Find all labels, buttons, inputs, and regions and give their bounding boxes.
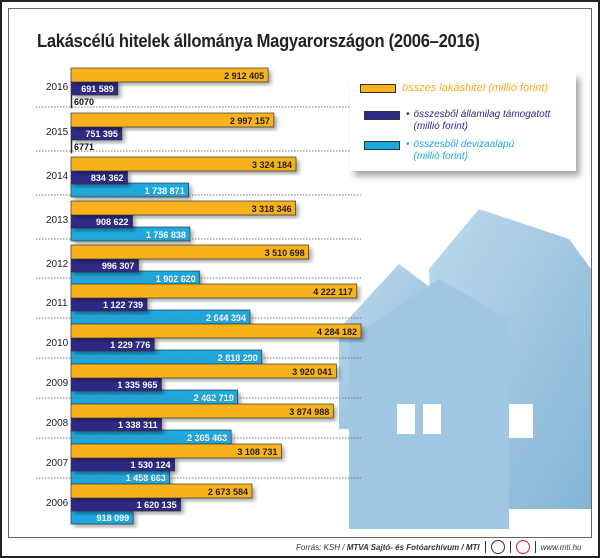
year-label: 2016 (46, 82, 69, 93)
data-label: 2 673 584 (208, 487, 248, 497)
chart-panel: 2016 6070 691 589 2 912 405 2015 6771 751 395 2… (8, 8, 592, 538)
legend-swatch-orange (360, 84, 396, 93)
data-label: 1 335 965 (117, 380, 157, 390)
bar-total (70, 323, 362, 339)
divider (484, 541, 486, 553)
data-label: 3 510 698 (265, 248, 305, 258)
year-label: 2007 (46, 458, 69, 469)
data-label: 908 622 (96, 217, 129, 227)
year-label: 2010 (46, 338, 69, 349)
legend-label-total: összes lakáshitel (millió forint) (402, 82, 549, 94)
data-label: 3 108 731 (237, 447, 277, 457)
bar-fx (70, 138, 73, 154)
data-label: 1 902 620 (156, 274, 196, 284)
bar-fx (70, 93, 73, 109)
mtva-logo-icon (490, 540, 505, 554)
data-label: 918 099 (97, 513, 130, 523)
data-label: 3 324 184 (252, 160, 292, 170)
year-label: 2011 (46, 298, 68, 309)
source-text: Forrás: KSH / MTVA Sajtó- és Fotóarchívu… (296, 542, 480, 552)
data-label: 1 738 871 (145, 186, 185, 196)
data-label: 3 874 988 (289, 407, 329, 417)
divider (534, 541, 536, 553)
year-label: 2008 (46, 418, 69, 429)
data-label: 6771 (74, 142, 94, 152)
data-label: 996 307 (102, 261, 135, 271)
bar-total (70, 67, 269, 83)
legend-item-total: összes lakáshitel (millió forint) (360, 82, 548, 94)
bar-total (70, 283, 358, 299)
bar-total (70, 244, 309, 260)
data-label: 1 620 135 (137, 500, 177, 510)
legend: összes lakáshitel (millió forint) • össz… (350, 73, 576, 171)
footer: Forrás: KSH / MTVA Sajtó- és Fotóarchívu… (296, 540, 594, 554)
data-label: 2 997 157 (230, 116, 270, 126)
year-label: 2015 (46, 127, 69, 138)
legend-bullet: • (406, 109, 410, 120)
data-label: 3 318 346 (252, 204, 292, 214)
bar-total (70, 483, 253, 499)
data-label: 834 362 (91, 173, 124, 183)
divider (509, 541, 511, 553)
legend-label-fx: összesből devizaalapú (millió forint) (413, 139, 515, 162)
bar-total (70, 403, 334, 419)
data-label: 1 458 663 (126, 473, 166, 483)
legend-swatch-cyan (364, 141, 400, 150)
chart-title: Lakáscélú hitelek állománya Magyarország… (37, 31, 480, 51)
data-label: 3 920 041 (292, 367, 332, 377)
year-label: 2013 (46, 215, 69, 226)
bar-total (70, 363, 337, 379)
data-label: 2 912 405 (224, 71, 264, 81)
bar-chart: 2016 6070 691 589 2 912 405 2015 6771 751 395 2… (36, 67, 591, 529)
year-label: 2014 (46, 171, 69, 182)
year-label: 2009 (46, 378, 69, 389)
data-label: 691 589 (81, 84, 114, 94)
data-label: 1 229 776 (110, 340, 150, 350)
house-illustration (339, 209, 591, 529)
data-label: 1 530 124 (131, 460, 171, 470)
legend-swatch-navy (364, 111, 400, 120)
bar-total (70, 156, 297, 172)
data-label: 751 395 (85, 129, 118, 139)
bar-total (70, 112, 275, 128)
data-label: 4 284 182 (317, 327, 357, 337)
data-label: 6070 (74, 97, 94, 107)
legend-bullet: • (406, 139, 410, 150)
data-label: 1 756 838 (146, 230, 186, 240)
year-label: 2012 (46, 259, 69, 270)
bar-total (70, 200, 296, 216)
website-link[interactable]: www.mti.hu (540, 542, 582, 552)
year-label: 2006 (46, 498, 69, 509)
data-label: 1 122 739 (103, 300, 143, 310)
mti-logo-icon (515, 540, 530, 554)
data-label: 4 222 117 (313, 287, 353, 297)
data-label: 1 338 311 (118, 420, 158, 430)
bar-total (70, 443, 282, 459)
legend-item-state: • összesből államilag támogatott (millió … (364, 109, 550, 133)
legend-label-state: összesből államilag támogatott (millió fo… (413, 109, 551, 132)
legend-item-fx: • összesből devizaalapú (millió forint) (364, 139, 514, 163)
